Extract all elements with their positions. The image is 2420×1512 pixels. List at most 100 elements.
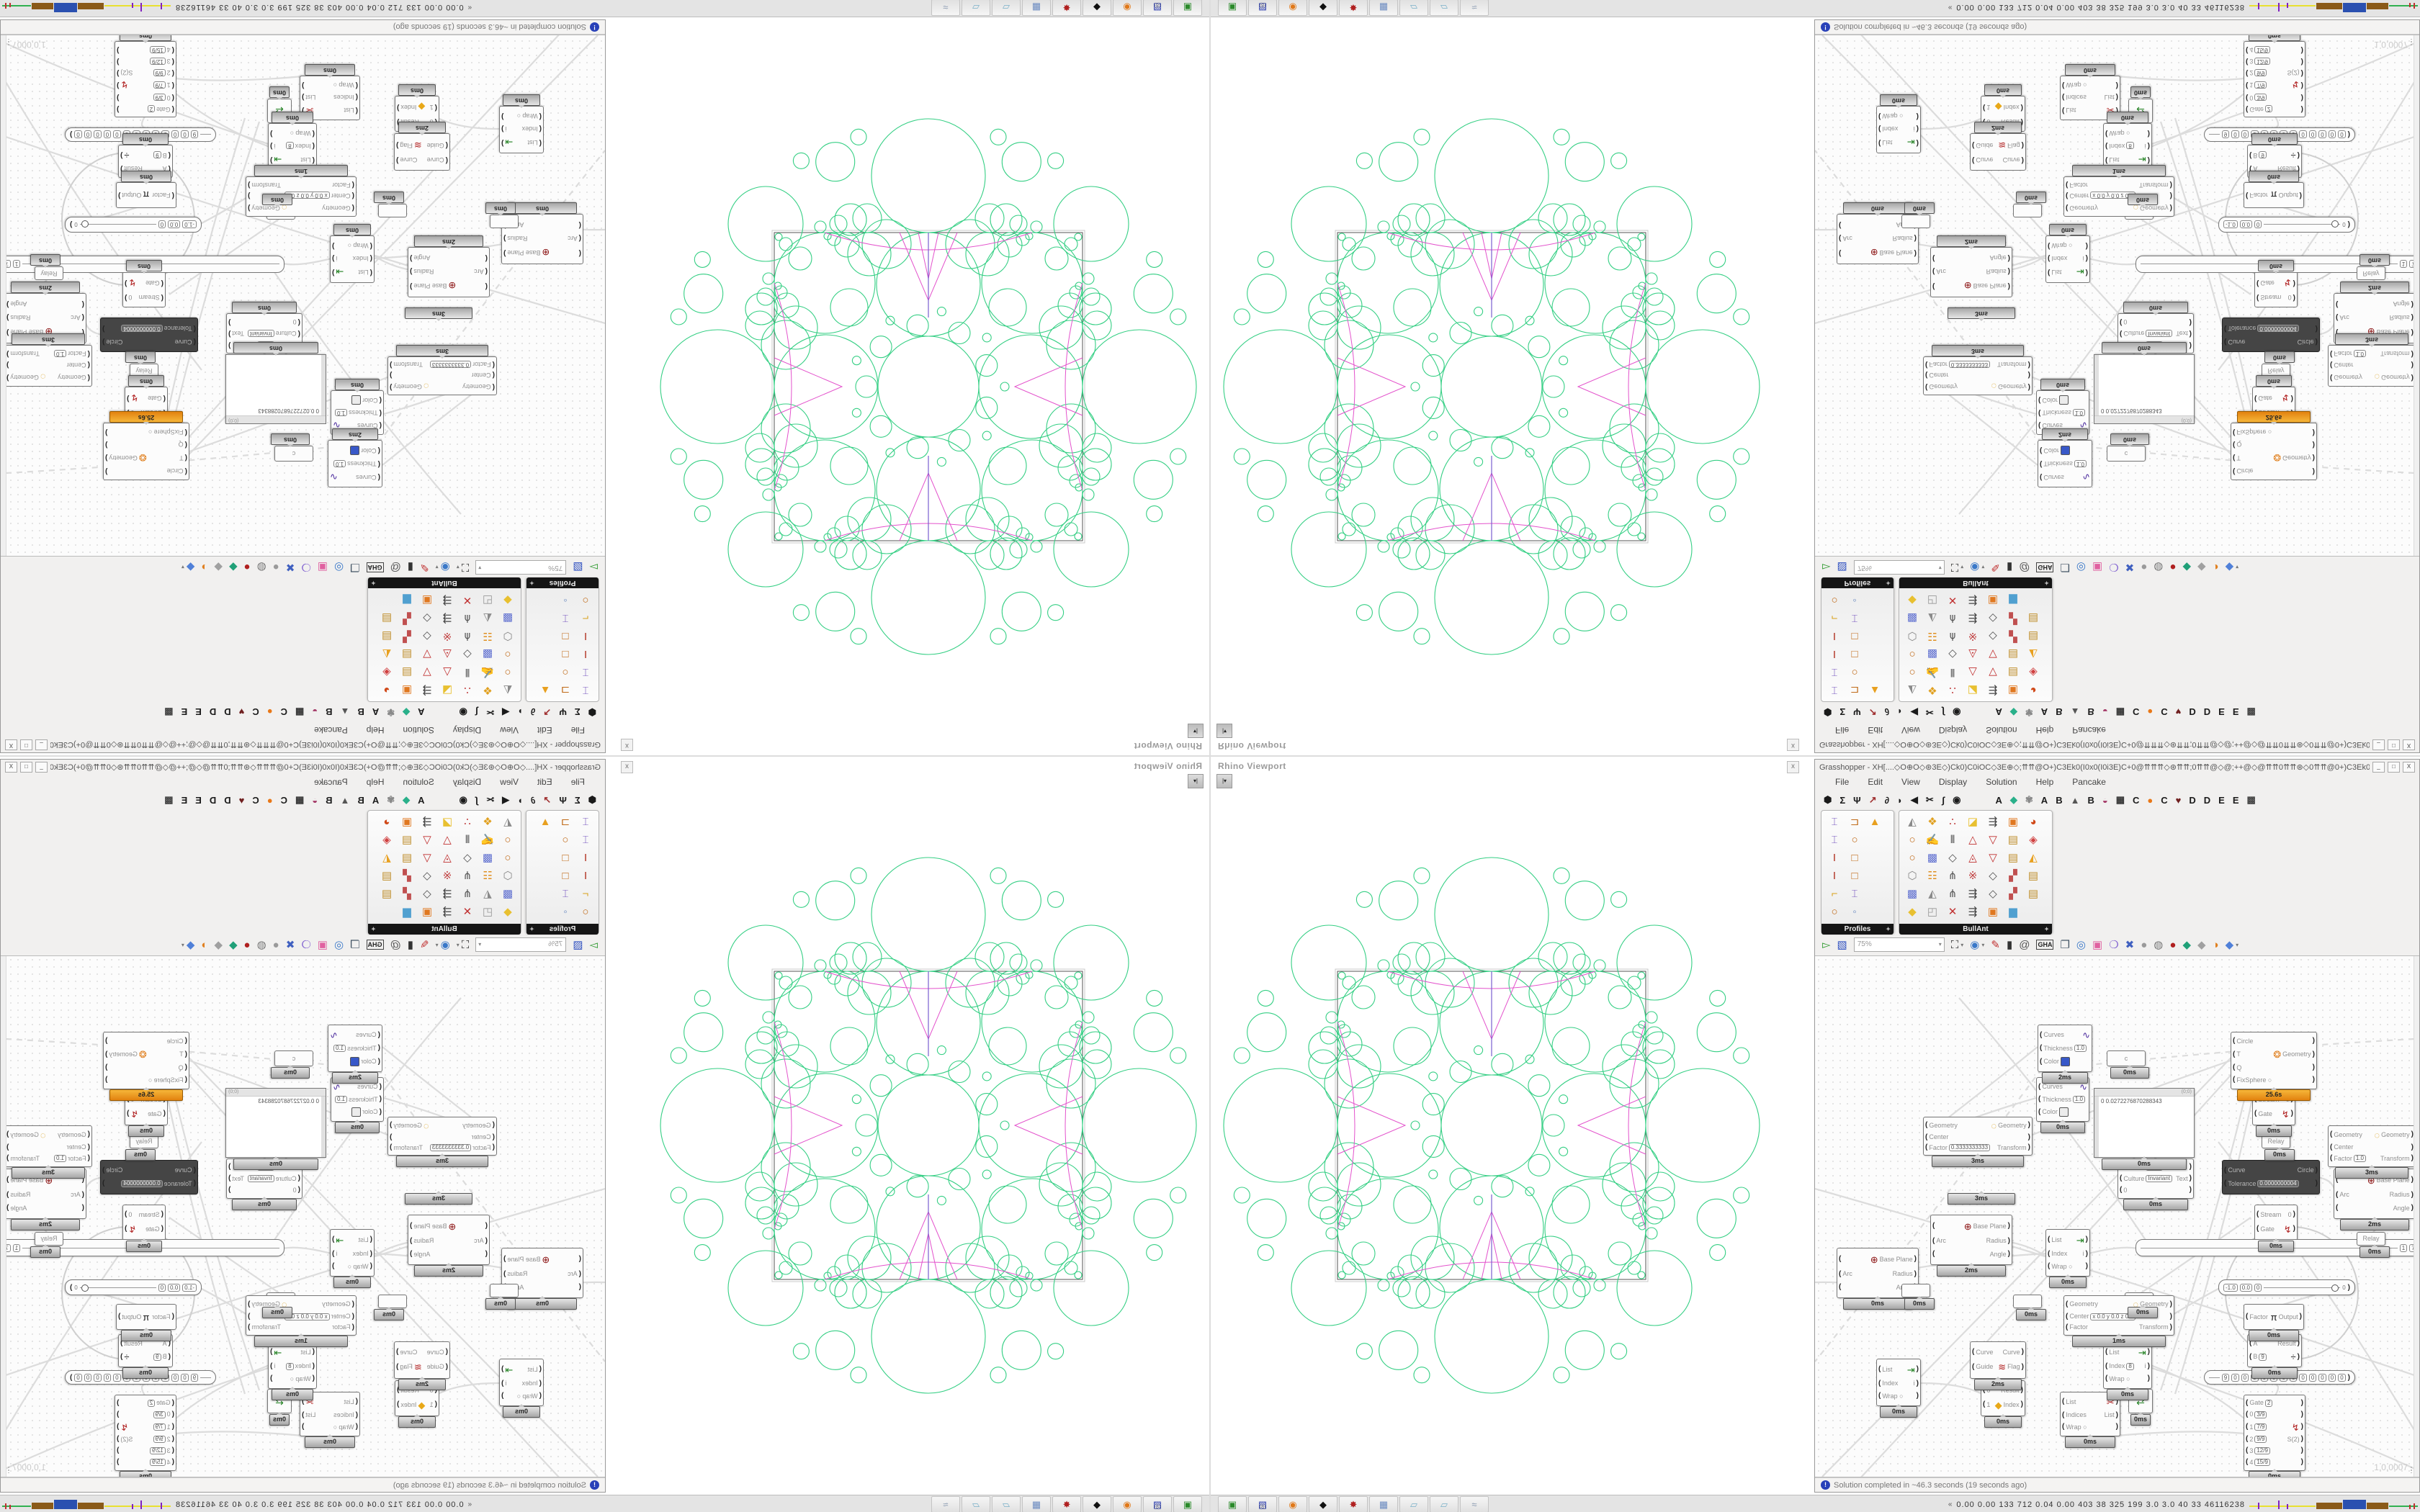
profiles-component-icon-16[interactable]: ◦ xyxy=(1852,594,1857,606)
sketch-icon[interactable]: ✎ xyxy=(420,561,429,573)
bullant-component-icon-38[interactable]: ⇶ xyxy=(442,594,452,606)
plugin-tab-0[interactable]: A xyxy=(1995,794,2002,806)
profiles-component-icon-2[interactable]: ▲ xyxy=(539,816,551,828)
palette-footer[interactable]: BullAnt ✦ xyxy=(368,924,521,935)
profiles-component-icon-4[interactable]: ○ xyxy=(1851,834,1858,846)
bullant-component-icon-28[interactable]: ▩ xyxy=(502,888,514,900)
list-item[interactable]: (List ⇥)(Index i)(Wrap ○) xyxy=(2045,235,2090,283)
bullant-component-icon-11[interactable]: ▽ xyxy=(423,666,431,678)
bullant-component-icon-16[interactable]: ◇ xyxy=(463,852,472,864)
taskbar-app-firefox[interactable]: ◉ xyxy=(1278,1496,1307,1512)
remote-icon[interactable]: @ xyxy=(390,561,401,574)
plugin-tab-7[interactable]: ◒ xyxy=(312,706,318,718)
plugin-tab-14[interactable]: D xyxy=(209,706,217,718)
bullant-component-icon-29[interactable]: ◭ xyxy=(483,888,492,900)
bullant-component-icon-27[interactable]: ▤ xyxy=(2027,870,2039,882)
plugin-tab-2[interactable]: ✾ xyxy=(387,707,395,718)
profiles-component-icon-14[interactable] xyxy=(1866,886,1883,903)
viewport-collapse-button[interactable]: |▾ xyxy=(1216,724,1232,738)
data-panel[interactable]: (0;0) 0 0.0272276870288343 xyxy=(2094,354,2195,424)
list-item[interactable]: (List ⇥)(Index i)(Wrap ○) xyxy=(1876,106,1921,153)
plugin-tab-9[interactable]: C xyxy=(280,706,287,718)
bullant-component-icon-8[interactable]: ✍ xyxy=(1925,666,1940,678)
gem-orange-icon[interactable]: ◑ xyxy=(2212,561,2219,574)
category-tab-2[interactable]: Ψ xyxy=(1853,794,1861,806)
plugin-tab-4[interactable]: B xyxy=(357,706,364,718)
relay[interactable]: Relay xyxy=(35,1232,63,1246)
plugin-tab-2[interactable]: ✾ xyxy=(2025,707,2033,718)
preview-off-icon[interactable]: ● xyxy=(272,561,279,574)
chevron-icon[interactable]: « xyxy=(1948,4,1953,12)
plugin-tab-4[interactable]: B xyxy=(2056,794,2063,806)
taskbar-app-document-scroll[interactable]: ≈ xyxy=(1460,1496,1489,1512)
plugin-tab-17[interactable]: ▩ xyxy=(2246,794,2256,805)
cluster-icon[interactable]: ▮ xyxy=(2006,561,2013,573)
menu-item-solution[interactable]: Solution xyxy=(1986,725,2017,735)
category-tab-5[interactable]: ◗ xyxy=(1897,794,1903,806)
list-item[interactable]: (List ⇥)(Index i)(Wrap ○) xyxy=(499,1359,544,1406)
bullant-component-icon-37[interactable]: ✕ xyxy=(462,594,472,606)
plugin-tab-10[interactable]: ● xyxy=(2147,706,2154,718)
taskbar-app-calculator[interactable]: ▦ xyxy=(1022,1496,1051,1512)
relay[interactable] xyxy=(490,1284,519,1297)
taskbar-app-screenshot-tool[interactable]: ▣ xyxy=(1218,1496,1247,1512)
plugin-tab-8[interactable]: ▦ xyxy=(295,707,305,718)
menu-item-help[interactable]: Help xyxy=(366,777,385,787)
bullant-component-icon-5[interactable]: ▣ xyxy=(2007,684,2019,696)
bullant-component-icon-19[interactable]: ▤ xyxy=(2007,852,2019,864)
canvas-scrollbar[interactable] xyxy=(2414,35,2419,556)
profiles-component-icon-11[interactable] xyxy=(537,627,554,644)
profiles-component-icon-10[interactable]: □ xyxy=(562,870,569,882)
profiles-component-icon-1[interactable]: ⊐ xyxy=(1850,816,1860,828)
menu-item-file[interactable]: File xyxy=(570,725,585,735)
remote-icon[interactable]: @ xyxy=(390,938,401,951)
relay[interactable]: c xyxy=(274,1050,313,1066)
menu-item-edit[interactable]: Edit xyxy=(1868,777,1883,787)
stream-gate[interactable]: (Gate 2)(0 3/9)(1 7/9 ↯)(2 9/9 S(2))(3 12/9)(4 1… xyxy=(2244,1395,2305,1471)
menu-item-pancake[interactable]: Pancake xyxy=(2072,725,2106,735)
menu-item-display[interactable]: Display xyxy=(1938,725,1968,735)
sketch-icon[interactable]: ✎ xyxy=(420,939,429,951)
taskbar-app-calculator[interactable]: ▦ xyxy=(1022,0,1051,16)
profiles-component-icon-9[interactable]: I xyxy=(1832,870,1837,882)
scale[interactable]: (Geometry ◌ Geometry)(Center)(Factor 0.3333… xyxy=(387,356,497,395)
taskbar-app-floppy-64[interactable]: ▧ 64 xyxy=(1143,0,1172,16)
viewport-collapse-button[interactable]: |▾ xyxy=(1188,774,1204,788)
category-tab-8[interactable]: ʃ xyxy=(1941,794,1945,806)
relay[interactable]: Relay xyxy=(2357,266,2385,280)
relay[interactable] xyxy=(378,204,407,217)
curve-to-circle-hidden[interactable]: (Curve Circle)(Tolerance 0.0000000004) xyxy=(100,318,198,352)
menu-item-display[interactable]: Display xyxy=(452,777,482,787)
bullant-component-icon-15[interactable]: ▩ xyxy=(482,852,493,864)
pi[interactable]: (Factor π Output) xyxy=(2244,182,2304,208)
bullant-component-icon-3[interactable]: ◪ xyxy=(442,684,453,696)
custom-preview-lineweights[interactable]: (Curves ∿(Thickness 1.0(Color xyxy=(2038,440,2092,487)
bullant-component-icon-3[interactable]: ◪ xyxy=(1967,684,1978,696)
relay[interactable] xyxy=(2013,204,2042,217)
bullant-component-icon-13[interactable]: ◈ xyxy=(382,666,391,678)
plugin-tab-8[interactable]: ▦ xyxy=(2115,707,2125,718)
profiles-component-icon-15[interactable]: ○ xyxy=(582,906,589,918)
plugin-tab-1[interactable]: ◆ xyxy=(403,707,411,718)
bullant-component-icon-4[interactable]: ⇶ xyxy=(1988,684,1998,696)
bullant-component-icon-33[interactable]: ▞ xyxy=(403,888,411,900)
taskbar-app-notepad[interactable]: ▱ xyxy=(1399,0,1428,16)
anemone-loop[interactable]: (Circle)(T ❂ Geometry)(Q)(FixSphere ○) xyxy=(2231,1032,2317,1089)
finder-icon[interactable]: ◎ xyxy=(2076,561,2086,573)
balloon-icon[interactable]: ❍ xyxy=(2109,939,2119,951)
bullant-component-icon-26[interactable]: ▞ xyxy=(2009,630,2017,642)
taskbar-app-calculator[interactable]: ▦ xyxy=(1369,1496,1398,1512)
curve-to-circle-hidden[interactable]: (Curve Circle)(Tolerance 0.0000000004) xyxy=(2222,1160,2320,1194)
close-button[interactable]: X xyxy=(5,739,17,751)
bullant-component-icon-29[interactable]: ◭ xyxy=(1928,888,1937,900)
balloon-icon[interactable]: ❍ xyxy=(301,561,311,573)
bullant-component-icon-25[interactable]: ◇ xyxy=(423,630,431,642)
category-tab-2[interactable]: Ψ xyxy=(559,706,567,718)
pi[interactable]: (Factor π Output) xyxy=(116,182,176,208)
bullant-component-icon-28[interactable]: ▩ xyxy=(1906,888,1918,900)
flip-curve[interactable]: (Curve Curve)(Guide ≋ Flag) xyxy=(1970,133,2026,171)
plugin-tab-17[interactable]: ▩ xyxy=(2246,707,2256,718)
plugin-tab-8[interactable]: ▦ xyxy=(2115,794,2125,805)
